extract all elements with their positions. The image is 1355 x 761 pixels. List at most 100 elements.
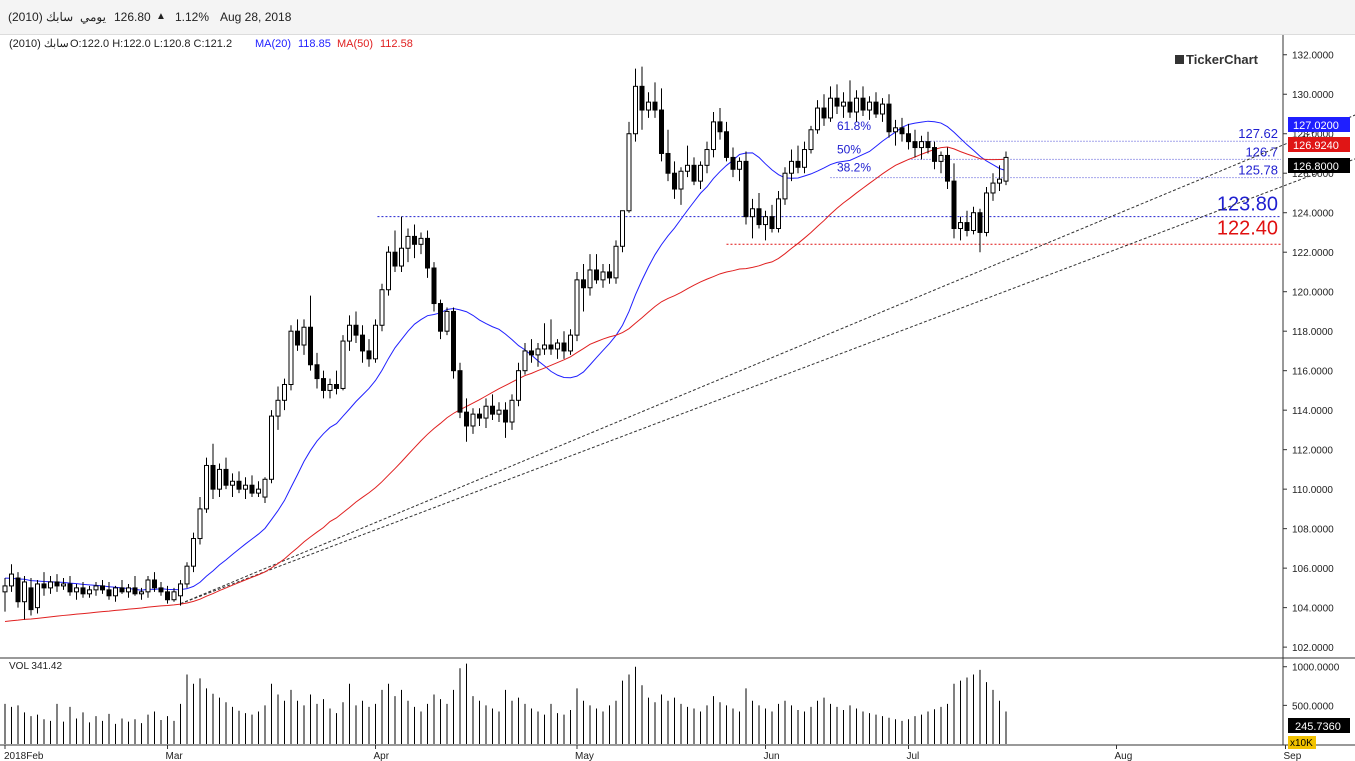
candle-up (386, 251, 391, 291)
x-tick-label: Jun (764, 751, 780, 761)
candle-down (119, 587, 125, 593)
ma50-line (4, 146, 1007, 623)
candle-down (158, 587, 164, 593)
candle-up (789, 160, 794, 174)
candle-up (301, 326, 307, 346)
fib-value: 127.62 (1238, 126, 1278, 141)
candle-up (145, 579, 151, 593)
symbol-title[interactable]: سابك (2010) (8, 10, 74, 24)
candle-up (841, 101, 846, 107)
badge-volume: 245.7360 (1288, 718, 1350, 733)
candle-down (925, 141, 931, 149)
candle-down (334, 384, 339, 389)
candle-up (1003, 156, 1009, 182)
horizontal-levels: 61.8% 127.62 50% 126.7 38.2% 125.78 123.80122.… (377, 119, 1281, 245)
x-tick-label: Apr (374, 751, 390, 761)
candle-up (815, 107, 820, 131)
y-tick-label: 124.0000 (1292, 209, 1334, 220)
candle-down (152, 579, 157, 589)
candle-down (431, 267, 437, 305)
candle-down (945, 154, 950, 182)
candle-down (672, 172, 677, 190)
candle-up (373, 324, 378, 360)
candle-down (457, 370, 463, 413)
candle-down (210, 464, 216, 490)
candle-down (873, 101, 879, 115)
candle-up (880, 103, 885, 115)
legend-ma20-label: MA(20) (255, 38, 291, 50)
candle-down (561, 342, 567, 352)
candle-up (613, 245, 619, 279)
candle-down (165, 591, 170, 601)
y-tick-label: 130.0000 (1292, 90, 1334, 101)
y-tick-label: 122.0000 (1292, 248, 1334, 259)
candle-down (353, 324, 359, 336)
candle-up (347, 324, 352, 342)
trendline (180, 158, 1355, 605)
candle-up (171, 591, 177, 601)
candle-down (886, 103, 892, 133)
period-label[interactable]: يومي (80, 10, 106, 24)
badge-volume-value: 245.7360 (1295, 721, 1341, 733)
candle-down (717, 121, 723, 133)
legend-ohlc: O:122.0 H:122.0 L:120.8 C:121.2 (70, 38, 232, 50)
y-tick-label: 118.0000 (1292, 327, 1333, 338)
candle-up (405, 235, 411, 249)
candle-down (295, 330, 300, 346)
candle-up (750, 208, 755, 218)
candle-down (639, 85, 645, 111)
candle-down (977, 212, 983, 233)
candle-up (782, 172, 788, 200)
x-tick-label: Mar (166, 751, 184, 761)
y-tick-label: 116.0000 (1292, 367, 1333, 378)
candle-up (763, 216, 768, 226)
candle-down (236, 480, 242, 490)
candle-down (28, 587, 34, 611)
candle-down (964, 222, 970, 231)
vol-tick-label: 500.0000 (1292, 701, 1334, 712)
candle-up (288, 330, 294, 386)
ma20-line (4, 120, 1007, 591)
candle-down (100, 585, 105, 591)
candle-down (308, 326, 313, 366)
candle-up (204, 464, 209, 510)
top-info-bar: سابك (2010) يومي 126.80 ▲ 1.12% Aug 28, … (0, 0, 1355, 35)
badge-last-price: 126.8000 (1288, 158, 1350, 173)
candle-down (756, 208, 762, 226)
fib-label: 61.8% (837, 119, 871, 133)
candle-up (737, 160, 742, 170)
candle-down (581, 279, 586, 289)
candle-up (626, 133, 632, 212)
candle-down (769, 216, 775, 230)
candle-down (730, 156, 736, 170)
moving-averages (4, 120, 1007, 623)
volume-bars (4, 663, 1007, 744)
candle-up (685, 164, 690, 172)
vol-tick-label: 1000.0000 (1292, 663, 1340, 674)
candle-down (847, 101, 853, 113)
fib-value: 125.78 (1238, 163, 1278, 178)
candle-up (867, 101, 872, 111)
candle-up (48, 581, 53, 589)
candle-up (256, 488, 261, 494)
x-tick-label: Jul (907, 751, 920, 761)
legend-ma20-value: 118.85 (298, 38, 331, 50)
candle-down (724, 131, 729, 158)
candle-up (704, 149, 710, 166)
y-tick-label: 120.0000 (1292, 288, 1334, 299)
candle-down (795, 160, 801, 168)
candle-down (106, 589, 112, 597)
candle-up (698, 164, 703, 182)
badge-ma20-value: 127.0200 (1293, 120, 1339, 132)
candle-down (503, 409, 508, 423)
candle-up (379, 289, 385, 326)
candle-up (633, 85, 638, 135)
candle-up (327, 384, 333, 391)
candle-down (490, 405, 495, 415)
badge-volume-scale[interactable]: x10K (1288, 736, 1316, 749)
candle-up (262, 478, 268, 498)
candle-down (360, 334, 365, 352)
candle-down (451, 310, 456, 372)
candle-up (126, 587, 131, 593)
